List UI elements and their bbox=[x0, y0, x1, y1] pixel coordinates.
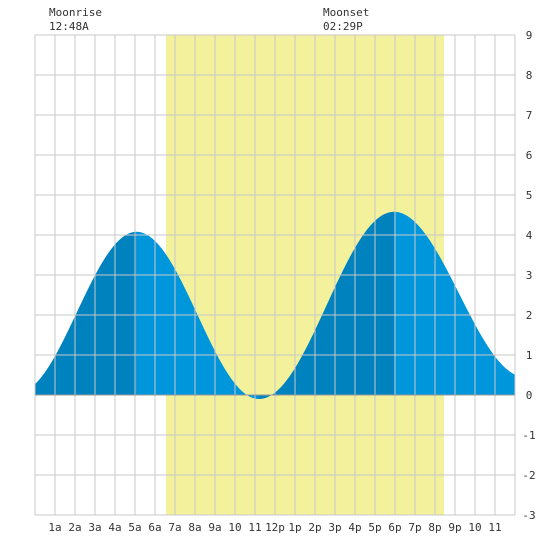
x-tick-labels: 1a 2a 3a 4a 5a 6a 7a 8a 9a 10 11 12p 1p 2p 3p 4p 5p 6p 7p 8… bbox=[48, 521, 501, 534]
x-tick-label: 10 bbox=[228, 521, 241, 534]
moonrise-annotation: Moonrise 12:48A bbox=[49, 6, 102, 33]
x-tick-label: 7a bbox=[168, 521, 181, 534]
x-tick-label: 3p bbox=[328, 521, 341, 534]
y-tick-label: -2 bbox=[522, 469, 535, 482]
x-tick-label: 10 bbox=[468, 521, 481, 534]
moonset-annotation: Moonset 02:29P bbox=[323, 6, 369, 33]
y-tick-label: 5 bbox=[526, 189, 533, 202]
y-tick-label: -1 bbox=[522, 429, 535, 442]
y-tick-label: -3 bbox=[522, 509, 535, 522]
moonset-label: Moonset bbox=[323, 6, 369, 19]
x-tick-label: 12p bbox=[265, 521, 285, 534]
y-tick-label: 0 bbox=[526, 389, 533, 402]
y-tick-labels: -3 -2 -1 0 1 2 3 4 5 6 7 8 9 bbox=[522, 29, 535, 522]
x-tick-label: 6p bbox=[388, 521, 401, 534]
y-tick-label: 9 bbox=[526, 29, 533, 42]
x-tick-label: 4a bbox=[108, 521, 121, 534]
moonset-time: 02:29P bbox=[323, 20, 363, 33]
x-tick-label: 6a bbox=[148, 521, 161, 534]
y-tick-label: 8 bbox=[526, 69, 533, 82]
x-tick-label: 2p bbox=[308, 521, 321, 534]
y-tick-label: 1 bbox=[526, 349, 533, 362]
y-tick-label: 2 bbox=[526, 309, 533, 322]
x-tick-label: 1a bbox=[48, 521, 61, 534]
x-tick-label: 9a bbox=[208, 521, 221, 534]
x-tick-label: 7p bbox=[408, 521, 421, 534]
y-tick-label: 3 bbox=[526, 269, 533, 282]
x-tick-label: 4p bbox=[348, 521, 361, 534]
moonrise-time: 12:48A bbox=[49, 20, 89, 33]
grid-layer bbox=[34, 34, 516, 516]
y-tick-label: 7 bbox=[526, 109, 533, 122]
x-tick-label: 5a bbox=[128, 521, 141, 534]
x-tick-label: 11 bbox=[488, 521, 501, 534]
y-tick-label: 4 bbox=[526, 229, 533, 242]
x-tick-label: 8p bbox=[428, 521, 441, 534]
x-tick-label: 2a bbox=[68, 521, 81, 534]
y-tick-label: 6 bbox=[526, 149, 533, 162]
x-tick-label: 3a bbox=[88, 521, 101, 534]
x-tick-label: 9p bbox=[448, 521, 461, 534]
x-tick-label: 11 bbox=[248, 521, 261, 534]
x-tick-label: 5p bbox=[368, 521, 381, 534]
rising-tide-area bbox=[35, 231, 137, 395]
moonrise-label: Moonrise bbox=[49, 6, 102, 19]
x-tick-label: 1p bbox=[288, 521, 301, 534]
x-tick-label: 8a bbox=[188, 521, 201, 534]
rising-tide-area bbox=[259, 211, 394, 399]
